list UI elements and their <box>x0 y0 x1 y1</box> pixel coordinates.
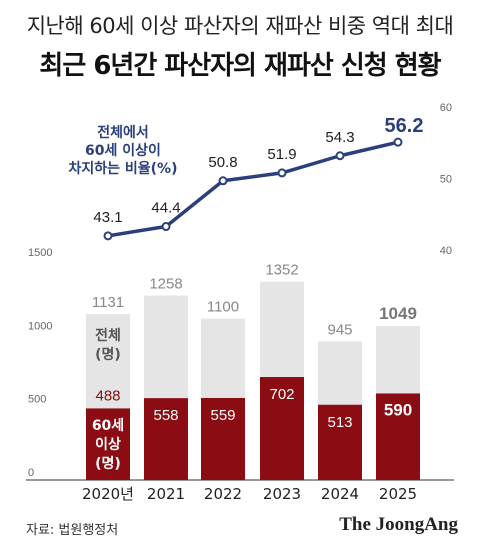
ratio-line <box>107 140 399 238</box>
total-series-label: (명) <box>95 346 121 363</box>
ratio-point <box>218 176 228 186</box>
ratio-value-label: 51.9 <box>267 146 296 163</box>
senior-value-label: 590 <box>384 400 412 419</box>
total-value-label: 1352 <box>265 262 298 279</box>
senior-bar <box>318 404 362 480</box>
brand-logo: The JoongAng <box>339 514 458 535</box>
total-value-label: 1100 <box>207 299 239 316</box>
bar-y-tick: 500 <box>28 394 46 406</box>
ratio-value-label: 43.1 <box>93 209 122 226</box>
source-note: 자료: 법원행정처 <box>26 523 119 538</box>
ratio-point <box>103 231 113 241</box>
chart-subtitle: 지난해 60세 이상 파산자의 재파산 비중 역대 최대 <box>26 14 454 38</box>
bar-y-tick: 0 <box>28 467 34 479</box>
ratio-point <box>393 137 403 147</box>
total-series-label: 전체 <box>95 327 121 344</box>
ratio-series-label: 전체에서 <box>97 124 149 141</box>
ratio-point <box>277 168 287 178</box>
senior-bar <box>144 398 188 480</box>
senior-value-label: 702 <box>269 386 294 403</box>
senior-bar <box>86 408 130 480</box>
ratio-value-label: 54.3 <box>325 129 354 146</box>
x-category-label: 2022 <box>204 485 242 503</box>
line-y-tick: 60 <box>440 102 452 114</box>
senior-bar <box>260 377 304 480</box>
senior-series-label: (명) <box>95 455 121 472</box>
ratio-value-label: 44.4 <box>151 200 180 217</box>
ratio-point <box>161 222 171 232</box>
line-y-tick: 50 <box>440 174 452 186</box>
senior-series-label: 60세 <box>92 418 124 434</box>
senior-value-label: 558 <box>153 407 178 424</box>
line-y-tick: 40 <box>440 245 452 257</box>
total-value-label: 1258 <box>149 275 182 292</box>
ratio-series-label: 60세 이상이 <box>85 142 161 159</box>
ratio-value-label: 56.2 <box>385 115 424 137</box>
bar-y-tick: 1000 <box>28 320 52 332</box>
x-category-label: 2024 <box>321 485 359 503</box>
chart-title: 최근 6년간 파산자의 재파산 신청 현황 <box>39 51 441 81</box>
x-category-label: 2021 <box>147 485 185 503</box>
senior-value-label: 488 <box>95 387 120 404</box>
total-value-label: 1131 <box>92 294 124 311</box>
bar-y-tick: 1500 <box>28 247 52 259</box>
ratio-point <box>335 151 345 161</box>
x-category-label: 2025 <box>379 485 417 503</box>
total-value-label: 1049 <box>379 304 417 323</box>
x-category-label: 2023 <box>263 485 301 503</box>
ratio-value-label: 50.8 <box>208 154 237 171</box>
x-category-label: 2020년 <box>82 485 134 503</box>
senior-bar <box>201 398 245 480</box>
senior-bar <box>376 393 420 480</box>
ratio-series-label: 차지하는 비율(%) <box>69 160 178 177</box>
senior-series-label: 이상 <box>95 436 121 453</box>
senior-value-label: 513 <box>327 414 352 431</box>
total-value-label: 945 <box>327 321 352 338</box>
senior-value-label: 559 <box>210 407 235 424</box>
